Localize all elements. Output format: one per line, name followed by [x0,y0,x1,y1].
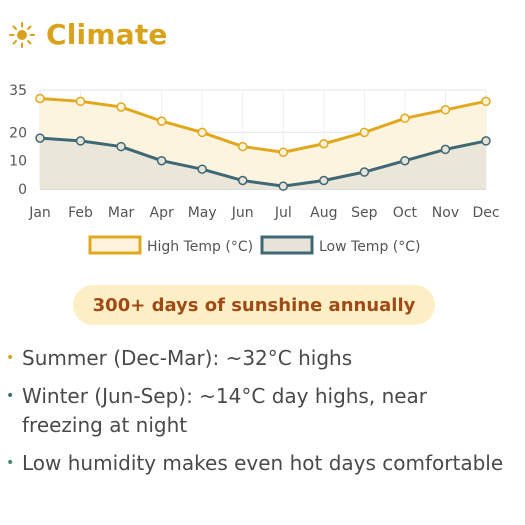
data-point [400,155,410,166]
data-point [75,136,86,146]
legend-swatch [260,235,314,255]
data-point [156,155,167,166]
data-point [359,127,370,138]
x-tick-label: Jul [274,205,292,221]
data-point [400,113,410,124]
header: Climate [8,18,168,51]
list-item-text: Summer (Dec-Mar): ~32°C highs [22,346,353,370]
sun-icon [9,21,35,48]
page-title: Climate [46,18,168,51]
legend-label: High Temp (°C) [147,239,253,255]
x-tick-label: Aug [310,205,337,221]
series-line [39,96,487,154]
legend-swatch [88,235,142,255]
data-point [116,102,126,112]
data-point [278,147,289,157]
x-tick-label: Sep [351,205,378,221]
data-point [319,138,329,149]
x-tick-label: Jun [231,205,254,221]
y-tick-label: 0 [18,182,27,198]
chart-legend: High Temp (°C) Low Temp (°C) [88,235,420,255]
data-point [481,136,491,146]
x-tick-label: Mar [108,205,135,221]
list-item-text: Low humidity makes even hot days comfort… [22,451,504,475]
x-tick-label: Feb [68,205,93,221]
x-tick-label: Jan [28,205,51,221]
legend-label: Low Temp (°C) [319,239,420,255]
list-item-text: Winter (Jun-Sep): ~14°C day highs, near … [22,384,428,437]
data-point [197,127,207,138]
y-tick-label: 20 [9,125,27,141]
bullet-dot-icon: • [6,350,15,366]
data-point [440,105,451,115]
x-tick-label: Dec [472,205,499,221]
data-point [156,116,167,126]
data-point [237,175,248,186]
sunshine-badge: 300+ days of sunshine annually [73,285,435,325]
temperature-chart: 0 10 20 35 Jan Feb Mar Apr May Jun Jul Aug Sep Oct No… [9,83,499,255]
data-point [237,141,248,152]
bullet-dot-icon: • [6,455,15,471]
chart-lines [39,96,487,188]
x-tick-label: Apr [150,205,174,221]
list-item: • Winter (Jun-Sep): ~14°C day highs, near… [0,382,525,440]
data-point [116,141,126,152]
climate-facts-list: • Summer (Dec-Mar): ~32°C highs • Winter (… [0,344,525,487]
x-axis-ticks: Jan Feb Mar Apr May Jun Jul Aug Sep Oct Nov Dec [28,205,499,221]
data-point [481,96,491,107]
series-line [39,136,487,188]
y-tick-label: 10 [9,154,27,170]
y-axis-ticks: 0 10 20 35 [9,83,27,198]
chart-areas [40,98,486,189]
data-point [359,167,370,177]
chart-points [35,93,491,191]
data-point [440,144,451,155]
x-tick-label: Oct [393,205,418,221]
data-point [319,175,329,186]
y-tick-label: 35 [9,83,27,99]
data-point [278,181,289,191]
list-item: • Low humidity makes even hot days comfor… [0,449,525,478]
list-item: • Summer (Dec-Mar): ~32°C highs [0,344,525,373]
series-area [40,138,486,189]
bullet-dot-icon: • [6,388,15,404]
data-point [197,164,207,174]
x-tick-label: Nov [432,205,459,221]
x-tick-label: May [188,205,217,221]
data-point [35,93,45,104]
data-point [35,133,45,143]
data-point [75,96,86,107]
